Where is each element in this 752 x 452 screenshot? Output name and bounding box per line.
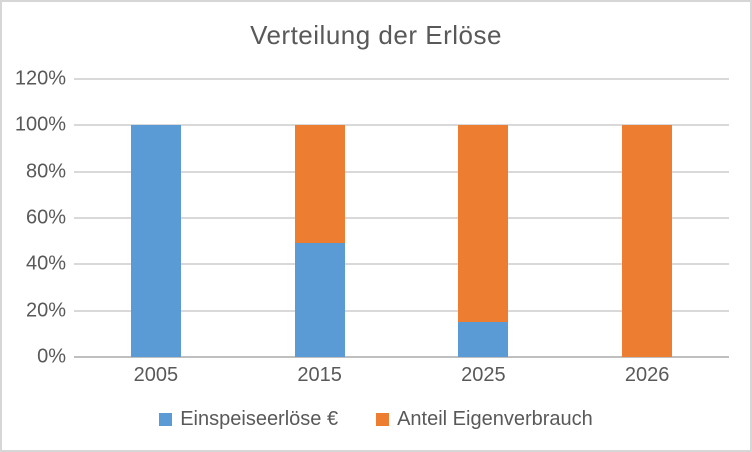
y-tick-label: 80% [25,160,66,183]
bar-stack-2026 [622,79,673,357]
bar-stack-2025 [458,79,509,357]
legend: Einspeiseerlöse € Anteil Eigenverbrauch [2,408,750,431]
legend-label: Einspeiseerlöse € [180,408,339,430]
bar-stack-2005 [130,79,181,357]
y-tick-label: 120% [14,67,66,90]
bar-segment [622,125,673,357]
bar-segment [130,125,181,357]
x-axis-line [74,356,729,358]
x-tick-label: 2005 [133,364,179,386]
gridline [74,78,729,80]
y-tick-label: 0% [37,345,66,368]
y-tick-label: 100% [14,113,66,136]
legend-item: Anteil Eigenverbrauch [376,408,593,431]
gridline [74,124,729,127]
x-tick-label: 2025 [461,364,506,386]
x-tick-label: 2015 [297,364,342,386]
legend-item: Einspeiseerlöse € [159,408,338,431]
y-tick-label: 40% [25,252,66,275]
bar-segment [458,125,509,323]
gridline [74,309,729,312]
y-tick-label: 20% [25,299,66,322]
bar-slot-2015 [238,79,402,357]
gridline [74,170,729,173]
bar-slot-2005 [74,79,238,357]
bar-segment [458,322,509,357]
bar-slot-2026 [565,79,729,357]
bar-segment [294,125,345,244]
legend-label: Anteil Eigenverbrauch [397,408,593,430]
bar-slot-2025 [402,79,566,357]
plot-area [74,78,729,358]
y-axis-tick-labels: 0% 20% 40% 60% 80% 100% 120% [10,68,66,368]
legend-swatch-icon [159,413,173,426]
x-axis-tick-labels: 2005 2015 2025 2026 [74,364,729,387]
x-tick-label: 2026 [624,364,670,386]
legend-swatch-icon [376,413,390,426]
gridline [74,263,729,266]
gridline [74,217,729,219]
y-tick-label: 60% [25,206,66,229]
bar-segment [294,243,345,357]
bar-stack-2015 [294,79,345,357]
chart-title: Verteilung der Erlöse [250,20,502,50]
bars-layer [74,79,729,357]
